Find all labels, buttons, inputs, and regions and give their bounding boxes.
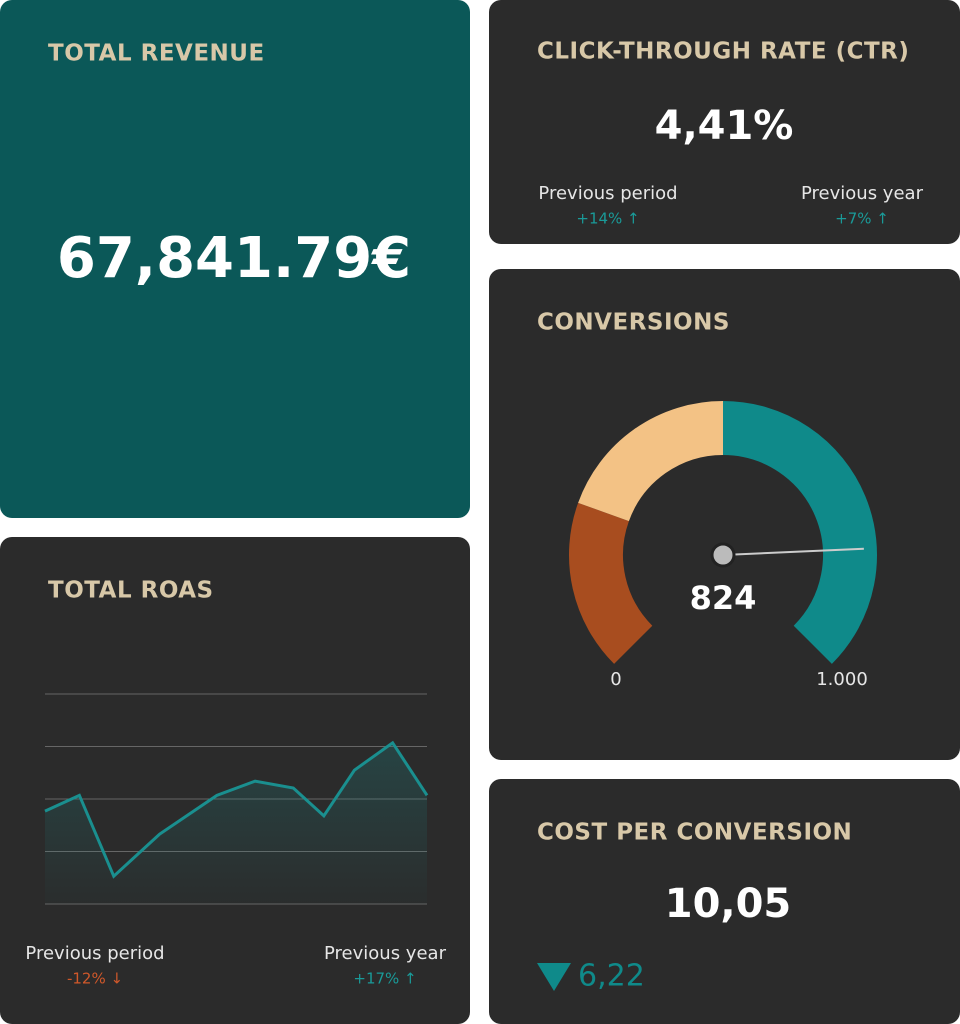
down-triangle <box>537 963 571 991</box>
gauge-band <box>578 401 724 522</box>
roas-line <box>44 740 429 879</box>
comparison-label: Previous period <box>538 183 677 204</box>
comparison-label: Previous period <box>25 943 164 964</box>
conversions-card <box>489 269 960 760</box>
revenue-value: 67,841.79€ <box>57 226 411 291</box>
revenue-title: TOTAL REVENUE <box>48 41 265 67</box>
conversions-title: CONVERSIONS <box>537 310 730 336</box>
comparison-change: +14% ↑ <box>576 210 639 228</box>
cost-card <box>489 779 960 1024</box>
comparison-label: Previous year <box>801 183 924 204</box>
gauge-max: 1.000 <box>816 669 868 690</box>
area-fill <box>45 742 427 904</box>
ctr-card <box>489 0 960 244</box>
comparison-change: -12% ↓ <box>67 970 123 988</box>
gauge-min: 0 <box>610 669 621 690</box>
ctr-value: 4,41% <box>655 103 794 149</box>
gauge-value: 824 <box>690 579 757 617</box>
revenue-card <box>0 0 470 518</box>
comparison-change: +17% ↑ <box>353 970 416 988</box>
ctr-title: CLICK-THROUGH RATE (CTR) <box>537 39 909 65</box>
gauge-band <box>722 401 877 664</box>
gauge-band <box>569 502 653 664</box>
comparison-change: +7% ↑ <box>835 210 889 228</box>
cost-change: 6,22 <box>578 959 645 994</box>
comparison-label: Previous year <box>324 943 447 964</box>
cost-title: COST PER CONVERSION <box>537 820 852 846</box>
needle-hub <box>710 542 736 568</box>
roas-title: TOTAL ROAS <box>48 578 214 604</box>
cost-value: 10,05 <box>665 881 792 927</box>
gauge-needle <box>722 547 864 556</box>
